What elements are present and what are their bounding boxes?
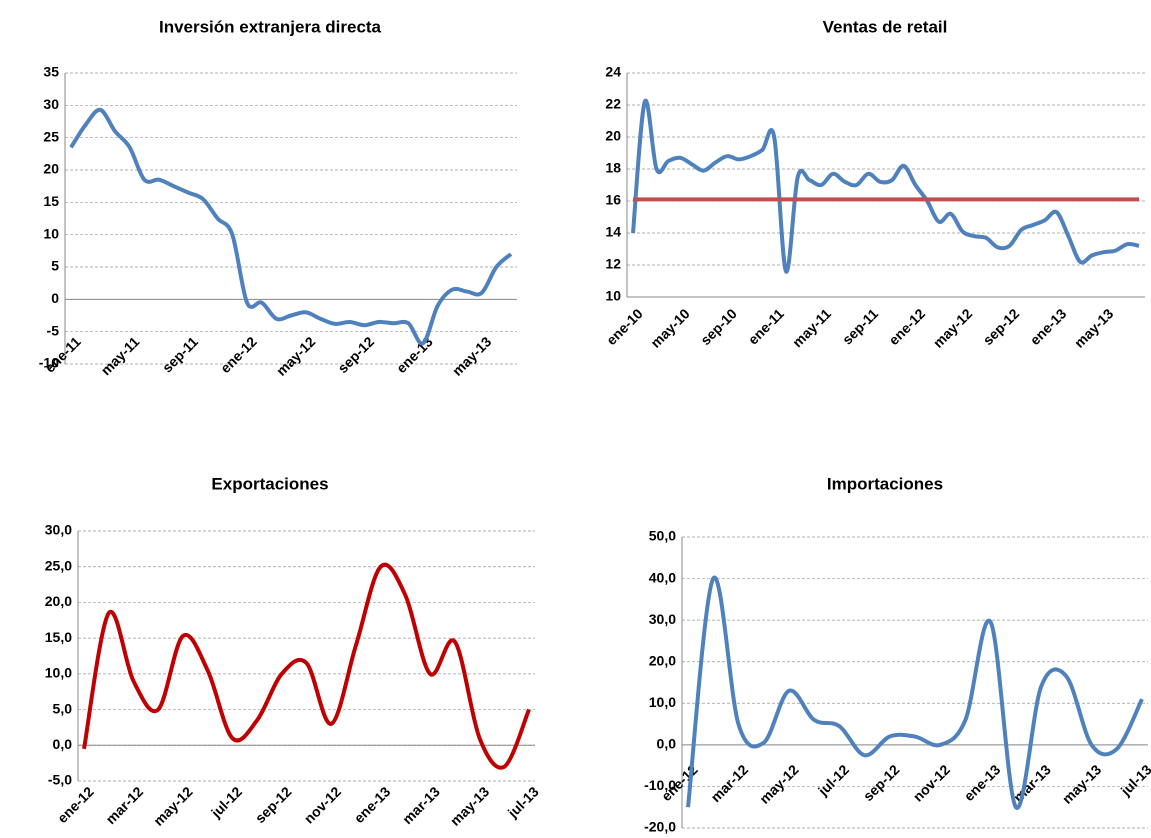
y-tick-label: -10,0	[644, 777, 676, 793]
x-tick-label: ene-11	[745, 305, 787, 347]
chart-title: Exportaciones	[211, 474, 328, 493]
x-tick-label: jul-12	[814, 761, 852, 799]
y-tick-label: 5	[51, 258, 59, 274]
y-tick-label: 0	[51, 290, 59, 306]
y-tick-label: 12	[605, 256, 621, 272]
x-tick-label: mar-13	[399, 783, 443, 827]
y-tick-label: -5	[47, 322, 60, 338]
x-tick-label: may-13	[449, 333, 495, 379]
y-tick-label: 20	[43, 161, 59, 177]
y-tick-label: 10,0	[45, 665, 72, 681]
chart-title: Importaciones	[827, 474, 943, 493]
x-tick-label: may-12	[756, 761, 802, 807]
x-tick-label: sep-12	[860, 761, 903, 804]
x-tick-label: ene-12	[885, 305, 928, 348]
x-tick-label: nov-12	[301, 783, 344, 826]
x-tick-label: may-10	[647, 305, 693, 351]
y-tick-label: 18	[605, 160, 621, 176]
line-series	[686, 575, 1144, 810]
y-tick-label: 30,0	[45, 522, 72, 538]
line-series	[631, 98, 1140, 274]
x-tick-label: mar-12	[102, 783, 146, 827]
y-tick-label: 10	[605, 288, 621, 304]
line-series	[82, 562, 531, 770]
y-tick-label: 35	[43, 64, 59, 80]
x-tick-label: ene-10	[603, 305, 646, 348]
y-tick-label: 24	[605, 64, 621, 80]
x-tick-label: jul-13	[1117, 761, 1151, 799]
x-tick-label: sep-12	[980, 305, 1023, 348]
y-tick-label: 25	[43, 128, 59, 144]
x-tick-label: jul-12	[207, 783, 245, 821]
x-tick-label: ene-13	[1027, 305, 1070, 348]
y-tick-label: 0,0	[657, 736, 677, 752]
x-tick-label: may-11	[98, 333, 143, 378]
x-tick-label: sep-10	[697, 305, 740, 348]
x-tick-label: may-13	[1059, 761, 1105, 807]
x-tick-label: sep-11	[159, 333, 201, 375]
x-tick-label: may-12	[150, 783, 196, 829]
x-tick-label: nov-12	[910, 761, 953, 804]
x-tick-label: sep-12	[252, 783, 295, 826]
chart-title: Ventas de retail	[823, 17, 948, 36]
x-tick-label: sep-12	[334, 333, 377, 376]
x-tick-label: jul-13	[504, 783, 542, 821]
y-tick-label: -20,0	[644, 819, 676, 835]
x-tick-label: may-12	[273, 333, 319, 379]
x-tick-label: ene-12	[217, 333, 260, 376]
x-tick-label: ene-13	[351, 783, 394, 826]
x-tick-label: may-13	[1071, 305, 1117, 351]
y-tick-label: 30	[43, 96, 59, 112]
y-tick-label: 40,0	[649, 569, 676, 585]
line-series	[69, 107, 513, 346]
y-tick-label: 10,0	[649, 694, 676, 710]
y-tick-label: 20,0	[649, 652, 676, 668]
y-tick-label: 15	[43, 193, 59, 209]
y-tick-label: 22	[605, 96, 621, 112]
y-tick-label: 10	[43, 225, 59, 241]
y-tick-label: 0,0	[53, 736, 73, 752]
y-tick-label: 16	[605, 192, 621, 208]
y-tick-label: -5,0	[48, 772, 72, 788]
y-tick-label: 20,0	[45, 593, 72, 609]
y-tick-label: 25,0	[45, 557, 72, 573]
y-tick-label: 20	[605, 128, 621, 144]
y-tick-label: 14	[605, 224, 621, 240]
x-tick-label: ene-12	[54, 783, 97, 826]
x-tick-label: may-13	[447, 783, 493, 829]
y-tick-label: -10	[39, 355, 59, 371]
x-tick-label: ene-13	[393, 333, 436, 376]
x-tick-label: may-12	[930, 305, 976, 351]
y-tick-label: 5,0	[53, 700, 73, 716]
x-tick-label: mar-12	[707, 761, 751, 805]
x-tick-label: mar-13	[1010, 761, 1054, 805]
x-tick-label: may-11	[789, 305, 834, 350]
y-tick-label: 30,0	[649, 611, 676, 627]
x-tick-label: sep-11	[839, 305, 881, 347]
x-tick-label: ene-13	[961, 761, 1004, 804]
y-tick-label: 50,0	[649, 528, 676, 544]
y-tick-label: 15,0	[45, 629, 72, 645]
chart-title: Inversión extranjera directa	[159, 17, 382, 36]
